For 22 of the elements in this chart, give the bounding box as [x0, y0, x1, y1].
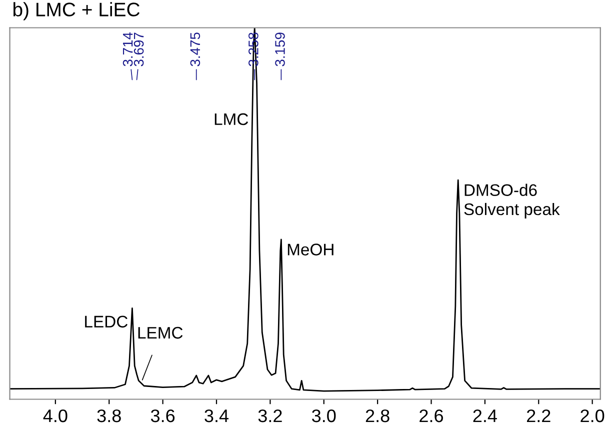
annotation: 3.714	[122, 32, 133, 66]
annotation: 3.475	[190, 32, 200, 66]
x-tick-label: 3.2	[258, 409, 282, 422]
x-tick-label: 3.6	[150, 409, 175, 422]
x-tick-label: 3.8	[97, 409, 121, 422]
annotation: 3.697	[134, 32, 144, 66]
annotation: 3.159	[275, 32, 285, 66]
annotation: MeOH	[288, 244, 334, 256]
annotation: DMSO-d6 Solvent peak	[464, 184, 560, 218]
annotation: LEDC	[85, 316, 128, 328]
x-tick-label: 4.0	[43, 409, 68, 422]
x-tick-label: 2.6	[420, 409, 444, 422]
x-tick-label: 3.4	[204, 409, 229, 422]
x-tick-label: 3.0	[312, 409, 336, 422]
x-tick-label: 2.2	[526, 409, 550, 422]
annotation: LMC	[214, 113, 248, 126]
x-tick-label: 2.8	[366, 409, 390, 422]
annotation: 3.258	[248, 32, 258, 66]
x-tick-label: 2.4	[473, 409, 497, 422]
x-tick-label: 2.0	[580, 409, 604, 422]
annotation: LEMC	[138, 326, 183, 339]
chart-title: b) LMC + LiEC	[13, 2, 140, 20]
